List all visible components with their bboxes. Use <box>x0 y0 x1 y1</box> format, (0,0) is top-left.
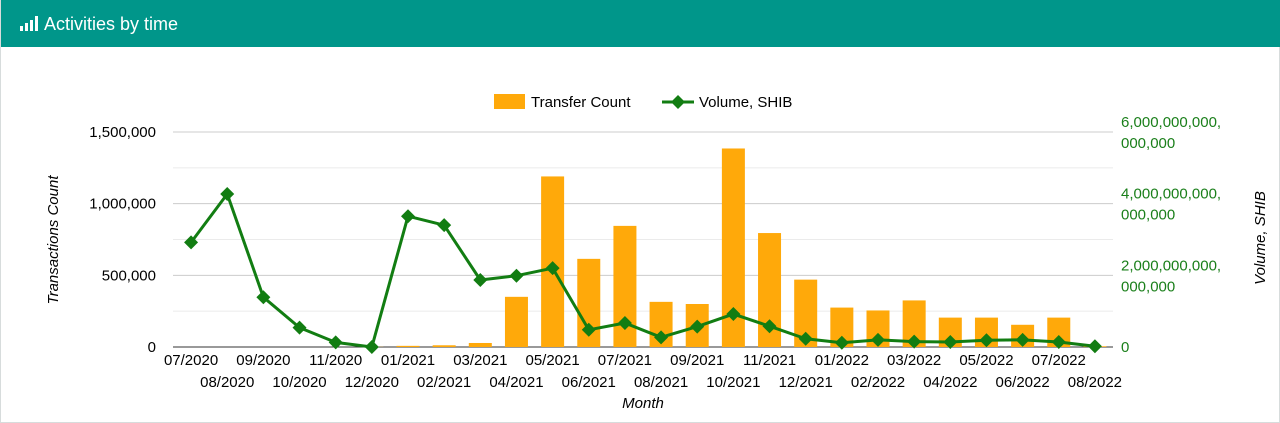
bar[interactable] <box>866 310 890 347</box>
y-tick-label: 500,000 <box>102 267 156 284</box>
bar[interactable] <box>938 317 962 347</box>
bar[interactable] <box>902 300 926 347</box>
panel-header: Activities by time <box>1 0 1280 47</box>
y-tick-label: 1,500,000 <box>89 124 156 141</box>
bar[interactable] <box>1047 317 1071 347</box>
volume-point[interactable] <box>871 332 885 347</box>
x-tick-label: 06/2021 <box>562 374 616 391</box>
x-tick-label: 03/2022 <box>887 352 941 369</box>
bar[interactable] <box>396 345 420 347</box>
y-tick-label: 0 <box>148 339 156 356</box>
y2-tick-label: 6,000,000,000, <box>1121 114 1221 131</box>
x-tick-label: 07/2021 <box>598 352 652 369</box>
x-tick-label: 09/2021 <box>670 352 724 369</box>
x-tick-label: 09/2020 <box>236 352 290 369</box>
volume-point[interactable] <box>292 320 307 335</box>
bar[interactable] <box>794 279 818 347</box>
x-tick-label: 11/2021 <box>743 352 796 369</box>
activities-chart: 0 500,000 1,000,000 1,500,000 0 2,000,000,000… <box>45 94 1269 412</box>
volume-point[interactable] <box>184 235 199 250</box>
x-tick-label: 12/2020 <box>345 374 399 391</box>
x-tick-label: 11/2020 <box>309 352 362 369</box>
volume-point[interactable] <box>256 290 271 305</box>
legend-label-volume: Volume, SHIB <box>699 94 792 111</box>
bar[interactable] <box>504 296 528 347</box>
volume-point[interactable] <box>1051 334 1066 349</box>
y2-tick-label: 2,000,000,000, <box>1121 257 1221 274</box>
bar[interactable] <box>758 233 782 347</box>
volume-point[interactable] <box>364 340 379 354</box>
legend-swatch-transfer-count <box>494 94 525 109</box>
volume-point[interactable] <box>943 334 958 349</box>
x-tick-label: 12/2021 <box>779 374 833 391</box>
x-tick-label: 02/2022 <box>851 374 905 391</box>
x-tick-label: 01/2022 <box>815 352 869 369</box>
x-tick-label: 07/2020 <box>164 352 218 369</box>
volume-point[interactable] <box>220 186 235 201</box>
legend-swatch-volume-marker <box>671 95 685 109</box>
volume-point[interactable] <box>654 330 669 345</box>
bar[interactable] <box>468 342 492 347</box>
y2-axis-title: Volume, SHIB <box>1252 191 1269 285</box>
bar[interactable] <box>830 307 854 347</box>
x-tick-label: 04/2021 <box>489 374 543 391</box>
volume-point[interactable] <box>581 322 596 337</box>
volume-point[interactable] <box>509 268 524 283</box>
x-tick-label: 10/2021 <box>706 374 760 391</box>
legend-label-transfer-count: Transfer Count <box>531 94 631 111</box>
y-tick-label: 1,000,000 <box>89 196 156 213</box>
volume-point[interactable] <box>690 319 705 334</box>
y2-tick-label: 000,000 <box>1121 278 1175 295</box>
y-axis-title: Transactions Count <box>45 175 62 305</box>
y2-tick-label: 4,000,000,000, <box>1121 186 1221 203</box>
x-axis-title: Month <box>622 395 664 412</box>
panel-title: Activities by time <box>44 13 179 34</box>
x-tick-label: 08/2021 <box>634 374 688 391</box>
volume-point[interactable] <box>401 209 415 224</box>
bar-chart-icon <box>20 16 38 31</box>
y2-tick-label: 000,000 <box>1121 207 1175 224</box>
x-tick-label: 01/2021 <box>381 352 435 369</box>
bar[interactable] <box>721 148 745 347</box>
volume-point[interactable] <box>617 315 632 330</box>
y2-tick-label: 000,000 <box>1121 135 1175 152</box>
volume-point[interactable] <box>1087 339 1102 354</box>
x-tick-label: 04/2022 <box>923 374 977 391</box>
volume-point[interactable] <box>834 335 849 350</box>
x-tick-label: 05/2021 <box>525 352 579 369</box>
x-tick-label: 03/2021 <box>453 352 507 369</box>
volume-point[interactable] <box>437 218 452 233</box>
bar[interactable] <box>613 225 637 347</box>
x-tick-label: 02/2021 <box>417 374 471 391</box>
volume-point[interactable] <box>1015 332 1030 347</box>
y2-tick-label: 0 <box>1121 339 1129 356</box>
bar[interactable] <box>432 345 456 347</box>
x-tick-label: 07/2022 <box>1032 352 1086 369</box>
volume-point[interactable] <box>762 319 777 334</box>
x-tick-label: 10/2020 <box>272 374 326 391</box>
volume-point[interactable] <box>979 333 994 348</box>
volume-point[interactable] <box>726 307 741 322</box>
volume-point[interactable] <box>473 272 488 287</box>
volume-point[interactable] <box>798 331 813 346</box>
bar[interactable] <box>577 258 601 347</box>
x-tick-label: 06/2022 <box>995 374 1049 391</box>
volume-point[interactable] <box>328 335 343 350</box>
x-tick-label: 05/2022 <box>959 352 1013 369</box>
x-tick-label: 08/2022 <box>1068 374 1122 391</box>
x-tick-label: 08/2020 <box>200 374 254 391</box>
volume-point[interactable] <box>907 334 922 349</box>
volume-point[interactable] <box>545 261 560 276</box>
